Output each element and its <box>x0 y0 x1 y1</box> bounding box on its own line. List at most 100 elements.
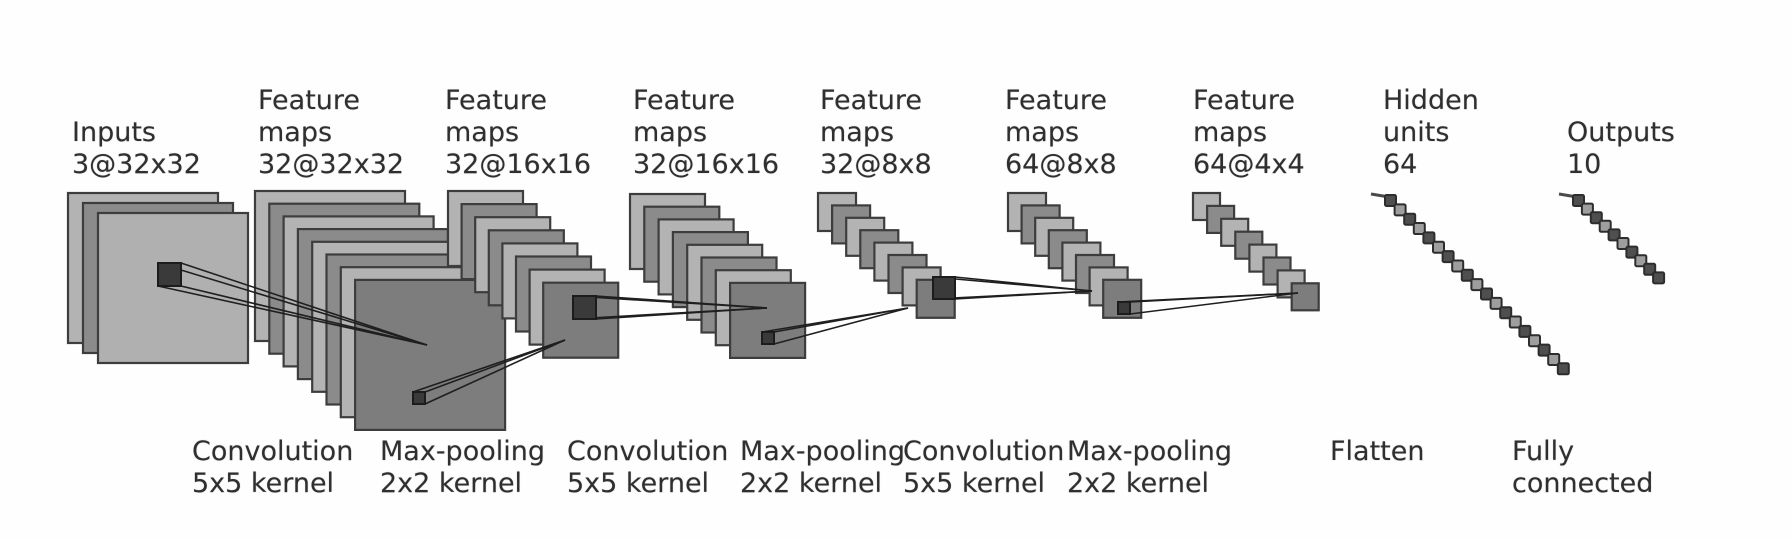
layer-label-feature-maps-6: Feature maps 64@4x4 <box>1193 85 1305 181</box>
pool1-kernel-line <box>424 339 566 405</box>
label-line: 32@16x16 <box>445 149 592 180</box>
outputs-chain-unit <box>1607 228 1621 242</box>
outputs-chain-unit <box>1589 211 1603 225</box>
hidden-units-chain-unit <box>1556 362 1570 376</box>
label-line: 2x2 kernel <box>1067 468 1210 499</box>
hidden-units-chain-unit <box>1412 222 1426 236</box>
label-line: Flatten <box>1330 436 1425 467</box>
conv1-kernel-line <box>180 262 428 346</box>
label-line: maps <box>1005 117 1080 148</box>
label-line: Outputs <box>1567 117 1675 148</box>
label-line: Fully <box>1512 436 1575 467</box>
label-line: 5x5 kernel <box>192 468 335 499</box>
label-line: 3@32x32 <box>72 149 201 180</box>
op-label-convolution-2: Convolution 5x5 kernel <box>567 436 728 500</box>
label-line: maps <box>258 117 333 148</box>
layer-label-feature-maps-1: Feature maps 32@32x32 <box>258 85 404 181</box>
op-label-max-pooling-3: Max-pooling 2x2 kernel <box>1067 436 1232 500</box>
pool3-kernel <box>1117 301 1131 315</box>
hidden-units-chain-unit <box>1508 315 1522 329</box>
hidden-units-chain-unit <box>1489 296 1503 310</box>
layer-label-feature-maps-4: Feature maps 32@8x8 <box>820 85 932 181</box>
conv3-kernel-line <box>954 290 1093 300</box>
label-line: Feature <box>1193 85 1296 116</box>
hidden-units-chain-unit <box>1432 240 1445 254</box>
feature-map-square-feature-maps-32x32x32 <box>354 278 507 431</box>
conv3-kernel-line <box>954 276 1093 292</box>
hidden-units-chain-unit <box>1518 324 1532 338</box>
label-line: Inputs <box>72 117 156 148</box>
feature-map-square-feature-maps-32x16x16 <box>542 281 620 359</box>
label-line: 5x5 kernel <box>567 468 710 499</box>
hidden-units-chain-unit <box>1403 212 1417 226</box>
op-label-fully-connected: Fully connected <box>1512 436 1653 500</box>
label-line: 64@8x8 <box>1005 149 1117 180</box>
outputs-chain-unit <box>1572 194 1585 207</box>
conv3-kernel <box>932 276 956 300</box>
label-line: 5x5 kernel <box>903 468 1046 499</box>
hidden-units-chain-unit <box>1422 231 1436 245</box>
label-line: 32@8x8 <box>820 149 932 180</box>
label-line: Feature <box>1005 85 1108 116</box>
conv1-kernel-line <box>157 262 428 346</box>
hidden-units-chain-unit <box>1499 306 1513 320</box>
op-label-max-pooling-2: Max-pooling 2x2 kernel <box>740 436 905 500</box>
outputs-chain-unit <box>1625 245 1639 259</box>
layer-label-feature-maps-5: Feature maps 64@8x8 <box>1005 85 1117 181</box>
conv1-kernel-line <box>157 285 428 346</box>
label-line: maps <box>820 117 895 148</box>
label-line: Convolution <box>192 436 354 467</box>
layer-label-inputs: Inputs 3@32x32 <box>72 117 201 181</box>
label-line: 64 <box>1383 149 1418 180</box>
pool2-kernel-line <box>773 307 909 333</box>
label-line: Feature <box>258 85 361 116</box>
hidden-units-chain-unit <box>1470 278 1484 292</box>
op-label-max-pooling-1: Max-pooling 2x2 kernel <box>380 436 545 500</box>
hidden-units-chain-unit <box>1537 343 1551 357</box>
hidden-units-chain-unit <box>1393 203 1407 217</box>
op-label-convolution-1: Convolution 5x5 kernel <box>192 436 353 500</box>
label-line: units <box>1383 117 1450 148</box>
label-line: maps <box>1193 117 1268 148</box>
hidden-units-chain-unit <box>1480 287 1493 301</box>
hidden-units-chain-unit <box>1528 334 1541 348</box>
conv1-kernel <box>157 262 182 287</box>
feature-map-square-feature-maps-32x16x16b <box>728 281 807 359</box>
label-line: 32@32x32 <box>258 149 405 180</box>
label-line: Feature <box>820 85 923 116</box>
label-line: Convolution <box>903 436 1065 467</box>
op-label-flatten: Flatten <box>1330 436 1424 468</box>
hidden-units-chain-unit <box>1547 352 1561 366</box>
hidden-units-chain-unit <box>1451 259 1465 273</box>
outputs-chain-unit <box>1634 254 1648 268</box>
outputs-chain-unit <box>1616 237 1630 250</box>
outputs-chain-unit <box>1652 271 1666 285</box>
conv2-kernel-line <box>595 307 768 320</box>
pool3-kernel-line <box>1129 292 1299 303</box>
label-line: Max-pooling <box>380 436 545 467</box>
conv2-kernel <box>572 295 597 320</box>
feature-map-square-feature-maps-64x4x4 <box>1290 282 1320 312</box>
hidden-units-chain-unit <box>1441 250 1455 264</box>
layer-label-feature-maps-3: Feature maps 32@16x16 <box>633 85 779 181</box>
label-line: 10 <box>1567 149 1602 180</box>
pool1-kernel-line <box>424 339 566 393</box>
pool2-kernel <box>761 331 775 345</box>
hidden-units-chain-unit <box>1384 194 1397 207</box>
label-line: Feature <box>445 85 548 116</box>
conv2-kernel-line <box>595 295 768 309</box>
label-line: maps <box>633 117 708 148</box>
conv1-kernel-line <box>180 285 428 346</box>
op-label-convolution-3: Convolution 5x5 kernel <box>903 436 1064 500</box>
feature-map-square-inputs-3x32x32 <box>96 211 250 365</box>
layer-label-hidden-units: Hidden units 64 <box>1383 85 1479 181</box>
pool1-kernel <box>412 391 426 405</box>
layer-label-feature-maps-2: Feature maps 32@16x16 <box>445 85 591 181</box>
label-line: Max-pooling <box>740 436 905 467</box>
layer-label-outputs: Outputs 10 <box>1567 117 1675 181</box>
pool3-kernel-line <box>1129 292 1299 315</box>
label-line: Convolution <box>567 436 729 467</box>
label-line: connected <box>1512 468 1654 499</box>
